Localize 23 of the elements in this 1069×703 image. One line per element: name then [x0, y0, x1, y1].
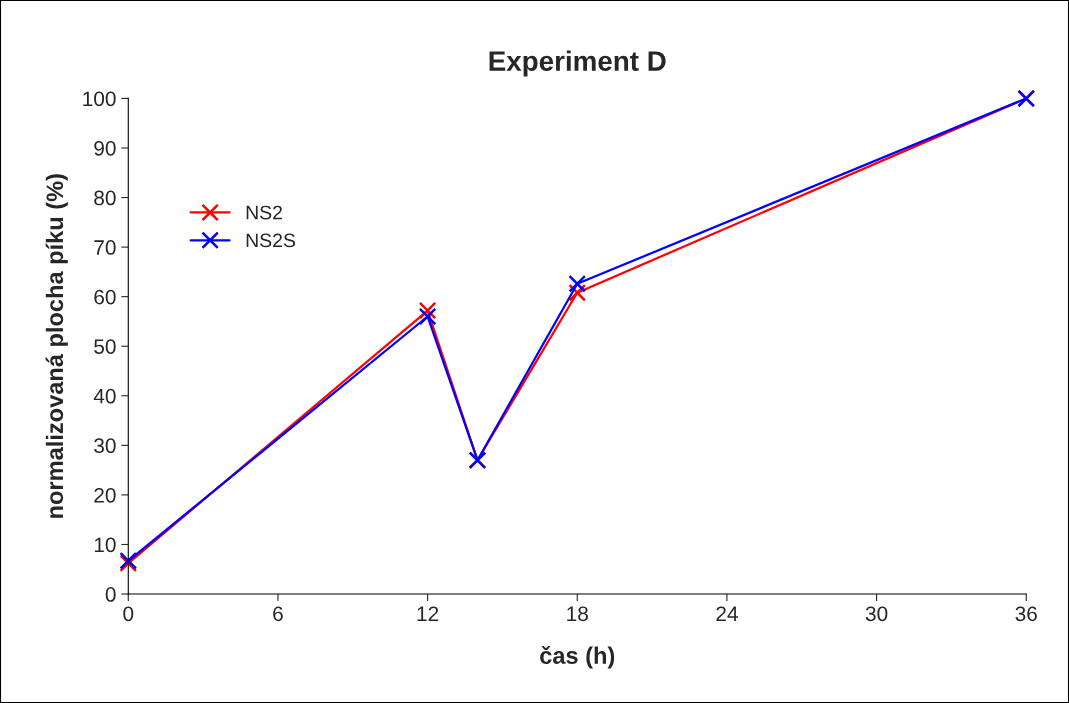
- x-tick-label: 24: [716, 606, 738, 621]
- y-tick-label: 100: [83, 91, 116, 107]
- x-tick-label: 6: [273, 606, 283, 622]
- chart-title: Experiment D: [489, 50, 666, 77]
- x-tick-label: 0: [123, 606, 134, 622]
- y-tick-label: 30: [94, 438, 116, 454]
- legend-label: NS2S: [246, 233, 296, 248]
- y-tick-label: 60: [94, 289, 116, 305]
- x-tick-label: 12: [417, 606, 439, 621]
- x-tick-label: 30: [865, 606, 888, 622]
- y-tick-label: 70: [94, 240, 116, 255]
- y-tick-label: 0: [105, 587, 116, 602]
- y-tick-label: 20: [94, 487, 116, 503]
- y-tick-label: 10: [94, 537, 116, 553]
- x-tick-label: 36: [1015, 606, 1037, 622]
- x-axis-title: čas (h): [540, 646, 615, 669]
- legend-label: NS2: [246, 205, 282, 220]
- x-tick-label: 18: [567, 606, 588, 622]
- y-tick-label: 90: [94, 140, 116, 156]
- y-tick-label: 50: [94, 339, 116, 354]
- y-tick-label: 40: [93, 388, 116, 404]
- y-axis-title: normalizovaná plocha píku (%): [45, 174, 68, 518]
- y-tick-label: 80: [94, 190, 116, 206]
